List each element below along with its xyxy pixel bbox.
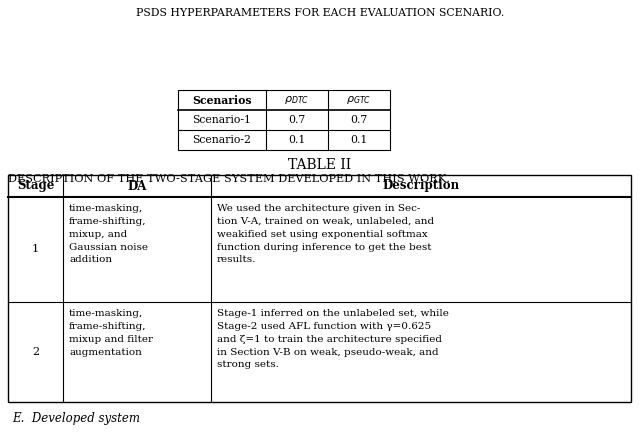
Text: 2: 2 bbox=[32, 347, 39, 357]
Text: 0.1: 0.1 bbox=[350, 135, 368, 145]
Text: PSDS HYPERPARAMETERS FOR EACH EVALUATION SCENARIO.: PSDS HYPERPARAMETERS FOR EACH EVALUATION… bbox=[136, 8, 504, 18]
Text: $\rho_{DTC}$: $\rho_{DTC}$ bbox=[284, 94, 310, 106]
Bar bbox=[178, 90, 390, 150]
Text: DESCRIPTION OF THE TWO-STAGE SYSTEM DEVELOPED IN THIS WORK.: DESCRIPTION OF THE TWO-STAGE SYSTEM DEVE… bbox=[8, 174, 450, 184]
Text: 0.7: 0.7 bbox=[289, 115, 306, 125]
Text: We used the architecture given in Sec-
tion V-A, trained on weak, unlabeled, and: We used the architecture given in Sec- t… bbox=[217, 204, 434, 264]
Text: time-masking,
frame-shifting,
mixup and filter
augmentation: time-masking, frame-shifting, mixup and … bbox=[69, 309, 153, 356]
Text: E.  Developed system: E. Developed system bbox=[12, 412, 140, 425]
Text: Scenario-2: Scenario-2 bbox=[193, 135, 252, 145]
Text: TABLE II: TABLE II bbox=[289, 158, 351, 172]
Text: Description: Description bbox=[383, 180, 460, 192]
Text: Scenario-1: Scenario-1 bbox=[193, 115, 252, 125]
Text: $\rho_{GTC}$: $\rho_{GTC}$ bbox=[346, 94, 372, 106]
Text: 1: 1 bbox=[32, 245, 39, 254]
Bar bbox=[8, 175, 631, 402]
Text: time-masking,
frame-shifting,
mixup, and
Gaussian noise
addition: time-masking, frame-shifting, mixup, and… bbox=[69, 204, 148, 264]
Text: DA: DA bbox=[127, 180, 147, 192]
Text: Scenarios: Scenarios bbox=[192, 95, 252, 106]
Text: 0.7: 0.7 bbox=[350, 115, 367, 125]
Text: 0.1: 0.1 bbox=[288, 135, 306, 145]
Text: Stage-1 inferred on the unlabeled set, while
Stage-2 used AFL function with γ=0.: Stage-1 inferred on the unlabeled set, w… bbox=[217, 309, 449, 370]
Text: Stage: Stage bbox=[17, 180, 54, 192]
